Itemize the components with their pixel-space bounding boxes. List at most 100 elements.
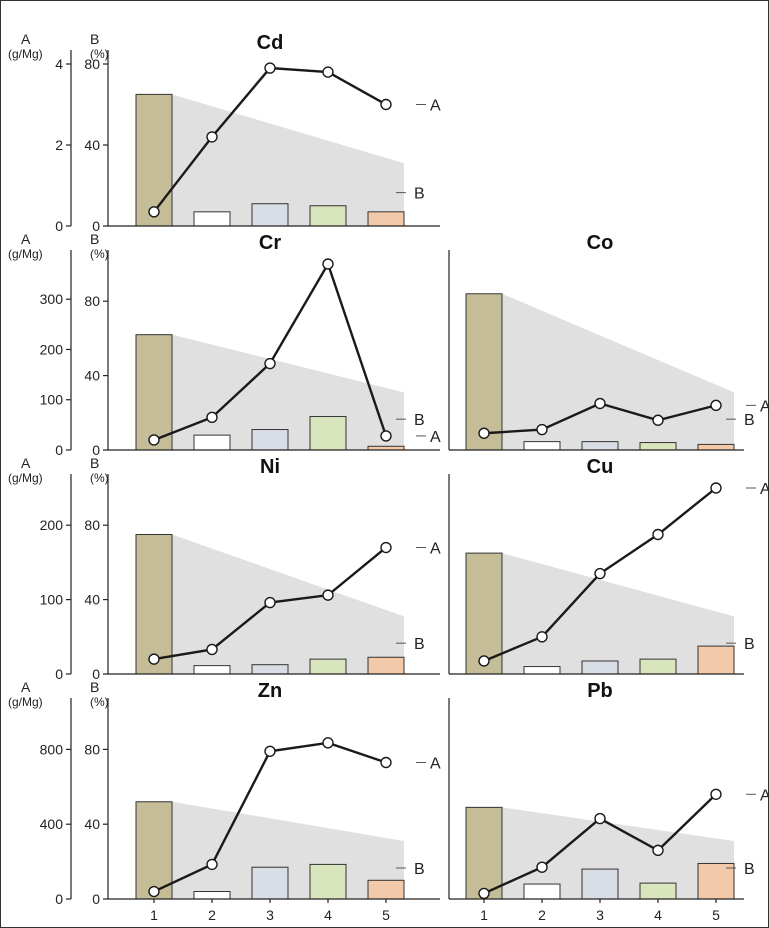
series-a-point-3: [594, 397, 606, 410]
series-a-point-2: [206, 858, 218, 871]
x-tick-label: 1: [150, 907, 158, 923]
bar-1: [135, 801, 173, 900]
b-band-area: [502, 807, 734, 899]
series-a-label: A: [760, 787, 769, 804]
b-band-area: [172, 94, 404, 226]
series-a-point-5: [380, 756, 392, 769]
b-tick-label: 40: [84, 592, 100, 608]
bar-4: [639, 442, 677, 451]
bar-3: [251, 203, 289, 227]
x-tick-label: 4: [654, 907, 662, 923]
bar-1: [135, 534, 173, 675]
a-tick-label: 0: [55, 442, 63, 458]
bar-5: [697, 443, 735, 451]
a-tick-label: 0: [55, 666, 63, 682]
bar-4: [639, 882, 677, 900]
x-tick-label: 3: [596, 907, 604, 923]
a-tick-label: 4: [55, 56, 63, 72]
a-axis-unit: (g/Mg): [8, 247, 43, 261]
series-a-point-2: [206, 131, 218, 143]
b-tick-label: 0: [92, 666, 100, 682]
b-tick-label: 80: [84, 56, 100, 72]
bar-2: [523, 441, 561, 451]
bar-2: [193, 665, 231, 675]
series-a-point-3: [264, 62, 276, 74]
bar-3: [581, 868, 619, 900]
series-a-point-4: [322, 737, 334, 749]
series-a-label: A: [430, 98, 441, 115]
b-axis-title: B: [90, 31, 99, 47]
b-tick-label: 0: [92, 218, 100, 234]
bar-3: [251, 866, 289, 900]
panel-co: Co AB: [448, 232, 769, 451]
b-tick-label: 80: [84, 741, 100, 757]
b-tick-label: 80: [84, 293, 100, 309]
series-a-point-5: [710, 399, 722, 412]
series-a-label: A: [430, 755, 441, 772]
panel-title: Cr: [259, 232, 281, 254]
a-tick-label: 200: [40, 517, 64, 533]
panel-cu: Cu A B: [448, 456, 769, 675]
x-tick-label: 1: [480, 907, 488, 923]
series-b-label: B: [414, 636, 425, 653]
bar-4: [309, 416, 347, 451]
a-tick-label: 200: [40, 341, 64, 357]
bar-1: [465, 806, 503, 900]
b-axis-unit: (%): [90, 471, 109, 485]
series-a-point-4: [652, 414, 664, 426]
bar-2: [193, 434, 231, 451]
x-tick-label: 4: [324, 907, 332, 923]
b-band-area: [502, 553, 734, 674]
series-a-point-2: [536, 423, 548, 436]
series-a-label: A: [430, 429, 441, 446]
bar-1: [465, 552, 503, 675]
bar-4: [639, 658, 677, 675]
series-a-point-3: [264, 745, 276, 757]
series-a-point-5: [380, 541, 392, 554]
series-a-point-2: [206, 643, 218, 656]
series-a-point-2: [536, 631, 548, 643]
series-a-label: A: [760, 481, 769, 498]
a-axis-title: A: [21, 455, 31, 471]
panel-pb: 1 2 3 4 5 Pb A B: [448, 680, 769, 923]
series-a-point-1: [148, 885, 160, 898]
a-axis-unit: (g/Mg): [8, 47, 43, 61]
series-a-point-2: [206, 411, 218, 424]
panel-title: Cu: [587, 456, 614, 478]
bar-4: [309, 658, 347, 675]
b-tick-label: 40: [84, 368, 100, 384]
a-tick-label: 100: [40, 392, 64, 408]
a-tick-label: 0: [55, 218, 63, 234]
series-a-point-4: [652, 528, 664, 541]
series-a-point-4: [322, 66, 334, 78]
bar-3: [581, 441, 619, 451]
series-a-point-1: [148, 653, 160, 665]
series-a-point-5: [710, 788, 722, 800]
series-b-label: B: [744, 861, 755, 878]
b-axis-title: B: [90, 231, 99, 247]
panel-title: Pb: [587, 680, 613, 702]
series-a-point-3: [594, 567, 606, 580]
panel-title: Ni: [260, 456, 280, 478]
series-a-point-1: [148, 434, 160, 446]
bar-2: [523, 666, 561, 675]
a-axis-unit: (g/Mg): [8, 695, 43, 709]
series-a-point-1: [478, 887, 490, 900]
series-a-point-1: [478, 427, 490, 439]
series-a-label: A: [430, 541, 441, 558]
b-axis-unit: (%): [90, 247, 109, 261]
b-tick-label: 0: [92, 442, 100, 458]
bar-4: [309, 205, 347, 227]
bar-2: [523, 883, 561, 900]
series-a-point-5: [710, 482, 722, 494]
b-band-area: [502, 293, 734, 450]
series-b-label: B: [744, 636, 755, 653]
a-axis-title: A: [21, 31, 31, 47]
series-a-point-1: [148, 206, 160, 218]
b-axis-title: B: [90, 455, 99, 471]
